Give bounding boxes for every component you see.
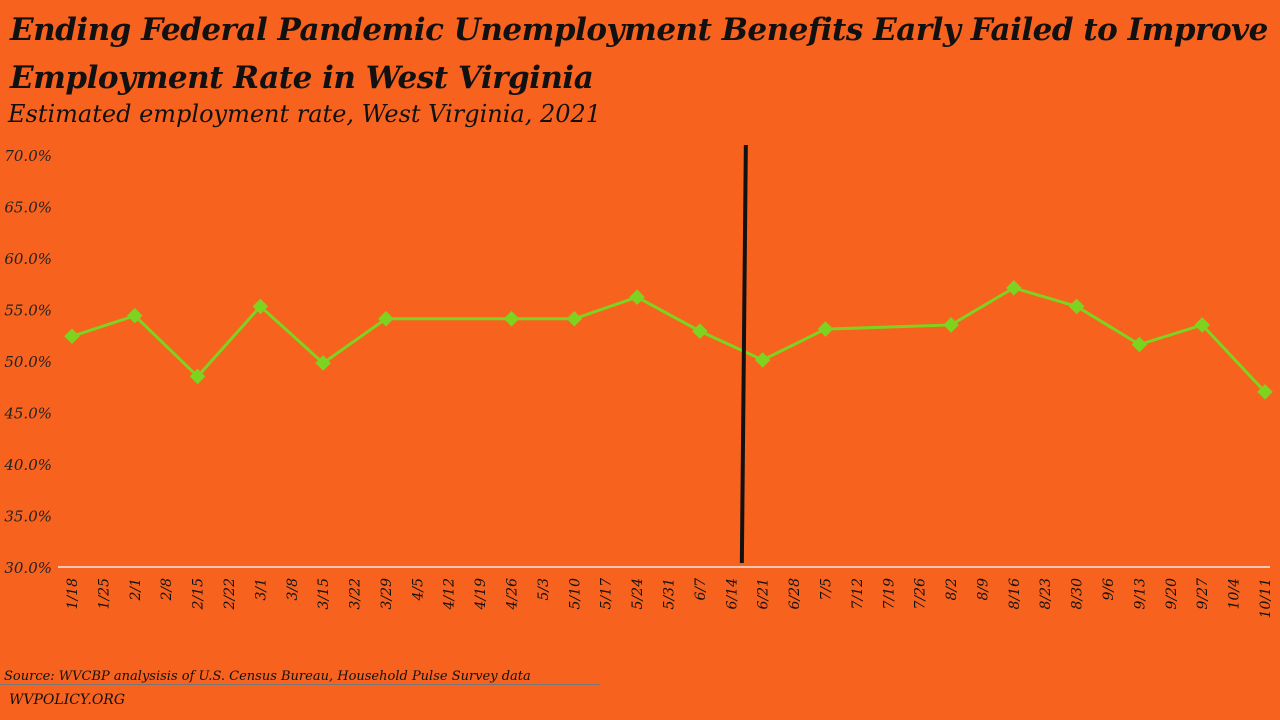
x-tick-label: 9/13 xyxy=(1132,578,1148,610)
x-tick-label: 6/21 xyxy=(756,578,772,609)
x-tick-label: 3/1 xyxy=(253,578,269,601)
data-point-marker xyxy=(692,323,708,339)
x-tick-label: 3/15 xyxy=(316,578,332,610)
x-tick-label: 8/30 xyxy=(1070,578,1086,610)
x-tick-label: 2/1 xyxy=(128,578,144,602)
x-tick-label: 5/17 xyxy=(599,578,615,610)
x-tick-label: 2/22 xyxy=(222,578,238,611)
x-tick-label: 6/28 xyxy=(787,578,803,610)
x-tick-label: 10/11 xyxy=(1258,578,1274,618)
y-tick-label: 65.0% xyxy=(4,199,52,217)
x-tick-label: 9/27 xyxy=(1195,578,1211,610)
x-tick-label: 6/7 xyxy=(693,578,709,601)
x-tick-label: 8/9 xyxy=(975,578,991,601)
x-tick-label: 5/24 xyxy=(630,578,646,609)
x-tick-label: 5/31 xyxy=(662,578,678,609)
x-tick-label: 4/12 xyxy=(442,578,458,611)
y-tick-label: 70.0% xyxy=(4,147,52,165)
data-point-marker xyxy=(64,328,80,345)
data-point-marker xyxy=(566,310,583,327)
data-point-marker xyxy=(629,289,645,305)
x-tick-label: 7/26 xyxy=(913,578,929,610)
source-divider xyxy=(0,684,600,685)
source-note: Source: WVCBP analysisis of U.S. Census … xyxy=(4,669,531,684)
x-tick-label: 4/19 xyxy=(473,578,489,611)
x-tick-label: 10/4 xyxy=(1227,578,1243,609)
x-tick-label: 2/8 xyxy=(159,578,175,602)
x-tick-label: 4/26 xyxy=(505,578,521,611)
x-tick-label: 3/8 xyxy=(285,578,301,601)
x-tick-label: 5/3 xyxy=(536,578,552,601)
data-point-marker xyxy=(817,321,834,337)
data-point-marker xyxy=(1257,384,1273,400)
x-tick-label: 5/10 xyxy=(567,578,583,610)
x-tick-label: 8/16 xyxy=(1007,578,1023,610)
x-tick-label: 1/25 xyxy=(96,578,112,610)
x-tick-label: 2/15 xyxy=(191,578,207,611)
data-point-marker xyxy=(503,310,520,327)
x-tick-label: 9/20 xyxy=(1164,578,1180,610)
policy-change-line xyxy=(739,144,748,564)
y-tick-label: 40.0% xyxy=(3,456,52,474)
data-point-marker xyxy=(127,307,143,324)
x-tick-label: 6/14 xyxy=(724,578,740,609)
x-tick-label: 8/2 xyxy=(944,578,960,601)
x-tick-label: 7/12 xyxy=(850,578,866,610)
series-line xyxy=(71,286,1267,393)
y-tick-label: 50.0% xyxy=(4,353,52,371)
data-point-marker xyxy=(1068,298,1085,315)
footer-site: WVPOLICY.ORG xyxy=(9,692,126,708)
x-tick-label: 3/29 xyxy=(379,578,395,610)
x-tick-label: 9/6 xyxy=(1101,578,1117,601)
data-point-marker xyxy=(1194,317,1210,333)
y-tick-label: 45.0% xyxy=(3,405,52,423)
x-tick-label: 7/5 xyxy=(818,578,834,601)
y-tick-label: 35.0% xyxy=(4,508,52,526)
x-tick-label: 3/22 xyxy=(348,578,364,610)
data-point-marker xyxy=(189,368,206,385)
data-point-marker xyxy=(1131,336,1148,353)
x-tick-label: 7/19 xyxy=(881,578,897,610)
data-point-marker xyxy=(943,317,959,333)
x-tick-label: 1/18 xyxy=(65,578,81,610)
data-point-marker xyxy=(1006,280,1022,296)
y-tick-label: 30.0% xyxy=(4,559,52,577)
x-tick-label: 4/5 xyxy=(410,578,426,602)
x-tick-label: 8/23 xyxy=(1038,578,1054,610)
y-tick-label: 60.0% xyxy=(4,250,52,268)
y-tick-label: 55.0% xyxy=(4,302,52,320)
chart-title: Ending Federal Pandemic Unemployment Ben… xyxy=(10,12,1268,96)
chart-subtitle: Estimated employment rate, West Virginia… xyxy=(8,100,602,128)
data-point-marker xyxy=(754,352,771,368)
